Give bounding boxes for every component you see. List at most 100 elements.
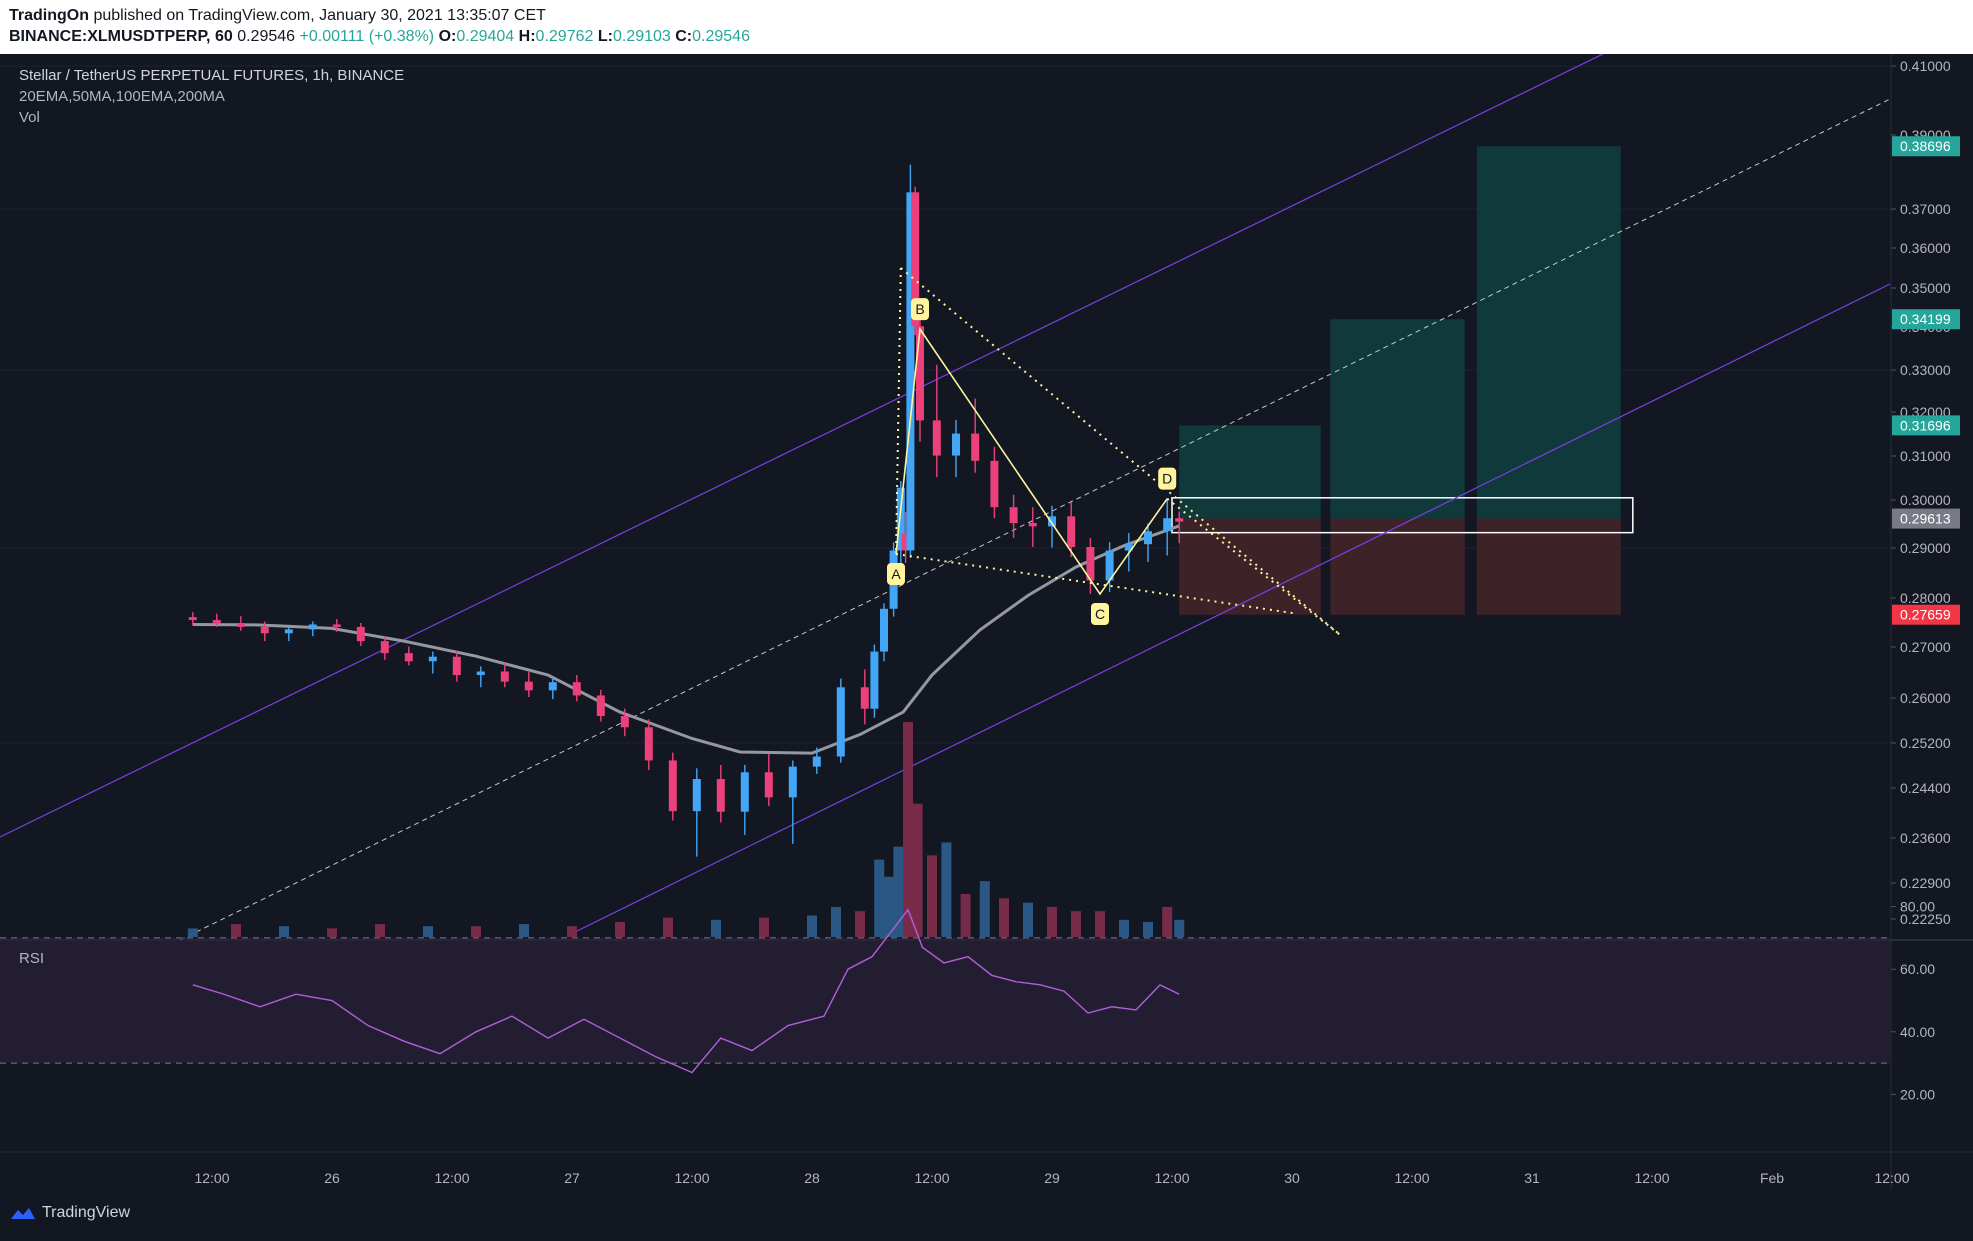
- indicator-legend[interactable]: 20EMA,50MA,100EMA,200MA: [19, 88, 225, 105]
- rsi-tick-label: 60.00: [1900, 961, 1935, 977]
- price-tick-label: 0.37000: [1900, 201, 1951, 217]
- candle-body: [692, 779, 701, 812]
- candle-body: [644, 727, 653, 761]
- tradingview-brand[interactable]: TradingView: [10, 1204, 130, 1222]
- volume-bar: [874, 859, 885, 937]
- candle-body: [1067, 516, 1076, 548]
- time-tick-label: 12:00: [674, 1170, 709, 1186]
- pattern-point-badge: [911, 298, 929, 321]
- time-tick-label: 30: [1284, 1170, 1300, 1186]
- volume-bar: [999, 898, 1009, 937]
- time-tick-label: 26: [324, 1170, 340, 1186]
- loss-zone: [1179, 518, 1321, 615]
- pattern-point-label: D: [1162, 471, 1172, 487]
- candle-body: [952, 433, 960, 456]
- candle-body: [1009, 507, 1018, 524]
- rsi-tick-label: 80.00: [1900, 899, 1935, 915]
- candle-body: [896, 487, 905, 551]
- candle-body: [380, 641, 389, 654]
- channel-upper-line: [0, 54, 1604, 838]
- price-change: +0.00111 (+0.38%): [299, 28, 435, 45]
- volume-bar: [663, 917, 673, 937]
- candle-body: [836, 687, 845, 757]
- time-tick-label: 12:00: [434, 1170, 469, 1186]
- price-tick-label: 0.29000: [1900, 540, 1951, 556]
- price-tick-label: 0.22250: [1900, 911, 1951, 927]
- candle-body: [548, 682, 557, 691]
- candle-body: [1144, 531, 1152, 545]
- candle-body: [572, 682, 581, 696]
- price-tick-label: 0.36000: [1900, 240, 1951, 256]
- profit-zone: [1330, 319, 1465, 519]
- candle-body: [188, 617, 197, 621]
- volume-bar: [423, 926, 433, 937]
- open-label: O:: [438, 28, 457, 45]
- loss-zone: [1330, 518, 1465, 615]
- volume-histogram: [187, 722, 1185, 937]
- volume-bar: [1174, 919, 1185, 937]
- last-price: 0.29546: [237, 28, 296, 45]
- triangle-lower-dotted: [895, 553, 1297, 615]
- price-label-tag: [1892, 604, 1960, 625]
- loss-zone: [1476, 518, 1621, 615]
- footer: TradingView: [0, 1190, 1973, 1241]
- volume-bar: [893, 846, 904, 937]
- price-label-text: 0.29613: [1900, 511, 1951, 527]
- profit-zone: [1179, 425, 1321, 519]
- volume-bar: [831, 906, 841, 937]
- candle-body: [1086, 547, 1095, 581]
- brand-label: TradingView: [42, 1204, 131, 1221]
- triangle-upper-dotted: [900, 267, 1341, 636]
- candle-body: [428, 656, 437, 662]
- time-tick-label: Feb: [1760, 1170, 1784, 1186]
- time-tick-label: 27: [564, 1170, 580, 1186]
- rsi-band: [0, 937, 1890, 1064]
- price-chart[interactable]: ABCD0.410000.390000.370000.360000.350000…: [0, 54, 1973, 1190]
- channel-median-line: [179, 98, 1891, 941]
- rsi-line: [192, 908, 1180, 1074]
- candle-body: [476, 671, 485, 676]
- candle-body: [916, 326, 924, 421]
- price-label-tag: [1892, 508, 1960, 529]
- price-tick-label: 0.31000: [1900, 448, 1951, 464]
- volume-bar: [231, 924, 241, 937]
- pattern-point-label: A: [891, 566, 901, 582]
- time-tick-label: 12:00: [1634, 1170, 1669, 1186]
- publish-header: TradingOn published on TradingView.com, …: [0, 0, 1973, 54]
- price-label-tag: [1892, 415, 1960, 436]
- candle-body: [308, 624, 317, 630]
- time-tick-label: 28: [804, 1170, 820, 1186]
- ohlc-line: BINANCE:XLMUSDTPERP, 60 0.29546 +0.00111…: [9, 28, 750, 46]
- volume-bar: [1095, 911, 1105, 937]
- volume-legend[interactable]: Vol: [19, 109, 40, 126]
- chart-title: Stellar / TetherUS PERPETUAL FUTURES, 1h…: [19, 67, 405, 84]
- volume-bar: [327, 928, 337, 937]
- price-tick-label: 0.35000: [1900, 280, 1951, 296]
- candle-body: [788, 766, 797, 798]
- price-tick-label: 0.27000: [1900, 639, 1951, 655]
- pattern-point-label: C: [1095, 606, 1105, 622]
- pattern-point-badge: [1091, 603, 1109, 625]
- price-tick-label: 0.22900: [1900, 875, 1951, 891]
- pattern-leg-line: [895, 326, 1168, 596]
- price-tick-label: 0.30000: [1900, 492, 1951, 508]
- price-tick-label: 0.28000: [1900, 590, 1951, 606]
- candle-body: [880, 608, 888, 652]
- price-label-tag: [1892, 136, 1960, 157]
- time-tick-label: 31: [1524, 1170, 1540, 1186]
- price-tick-label: 0.26000: [1900, 690, 1951, 706]
- symbol-label: BINANCE:XLMUSDTPERP, 60: [9, 28, 233, 45]
- candle-body: [1163, 518, 1172, 532]
- time-tick-label: 12:00: [1874, 1170, 1909, 1186]
- volume-bar: [471, 926, 481, 937]
- candle-body: [1175, 518, 1184, 522]
- rsi-legend[interactable]: RSI: [19, 950, 45, 967]
- candle-body: [620, 716, 629, 728]
- candle-body: [524, 681, 533, 691]
- price-label-text: 0.31696: [1900, 417, 1951, 433]
- pattern-point-badge: [1158, 467, 1177, 490]
- candle-body: [870, 651, 879, 709]
- candle-body: [911, 192, 920, 327]
- publisher-name[interactable]: TradingOn: [9, 7, 89, 24]
- candle-body: [932, 420, 941, 456]
